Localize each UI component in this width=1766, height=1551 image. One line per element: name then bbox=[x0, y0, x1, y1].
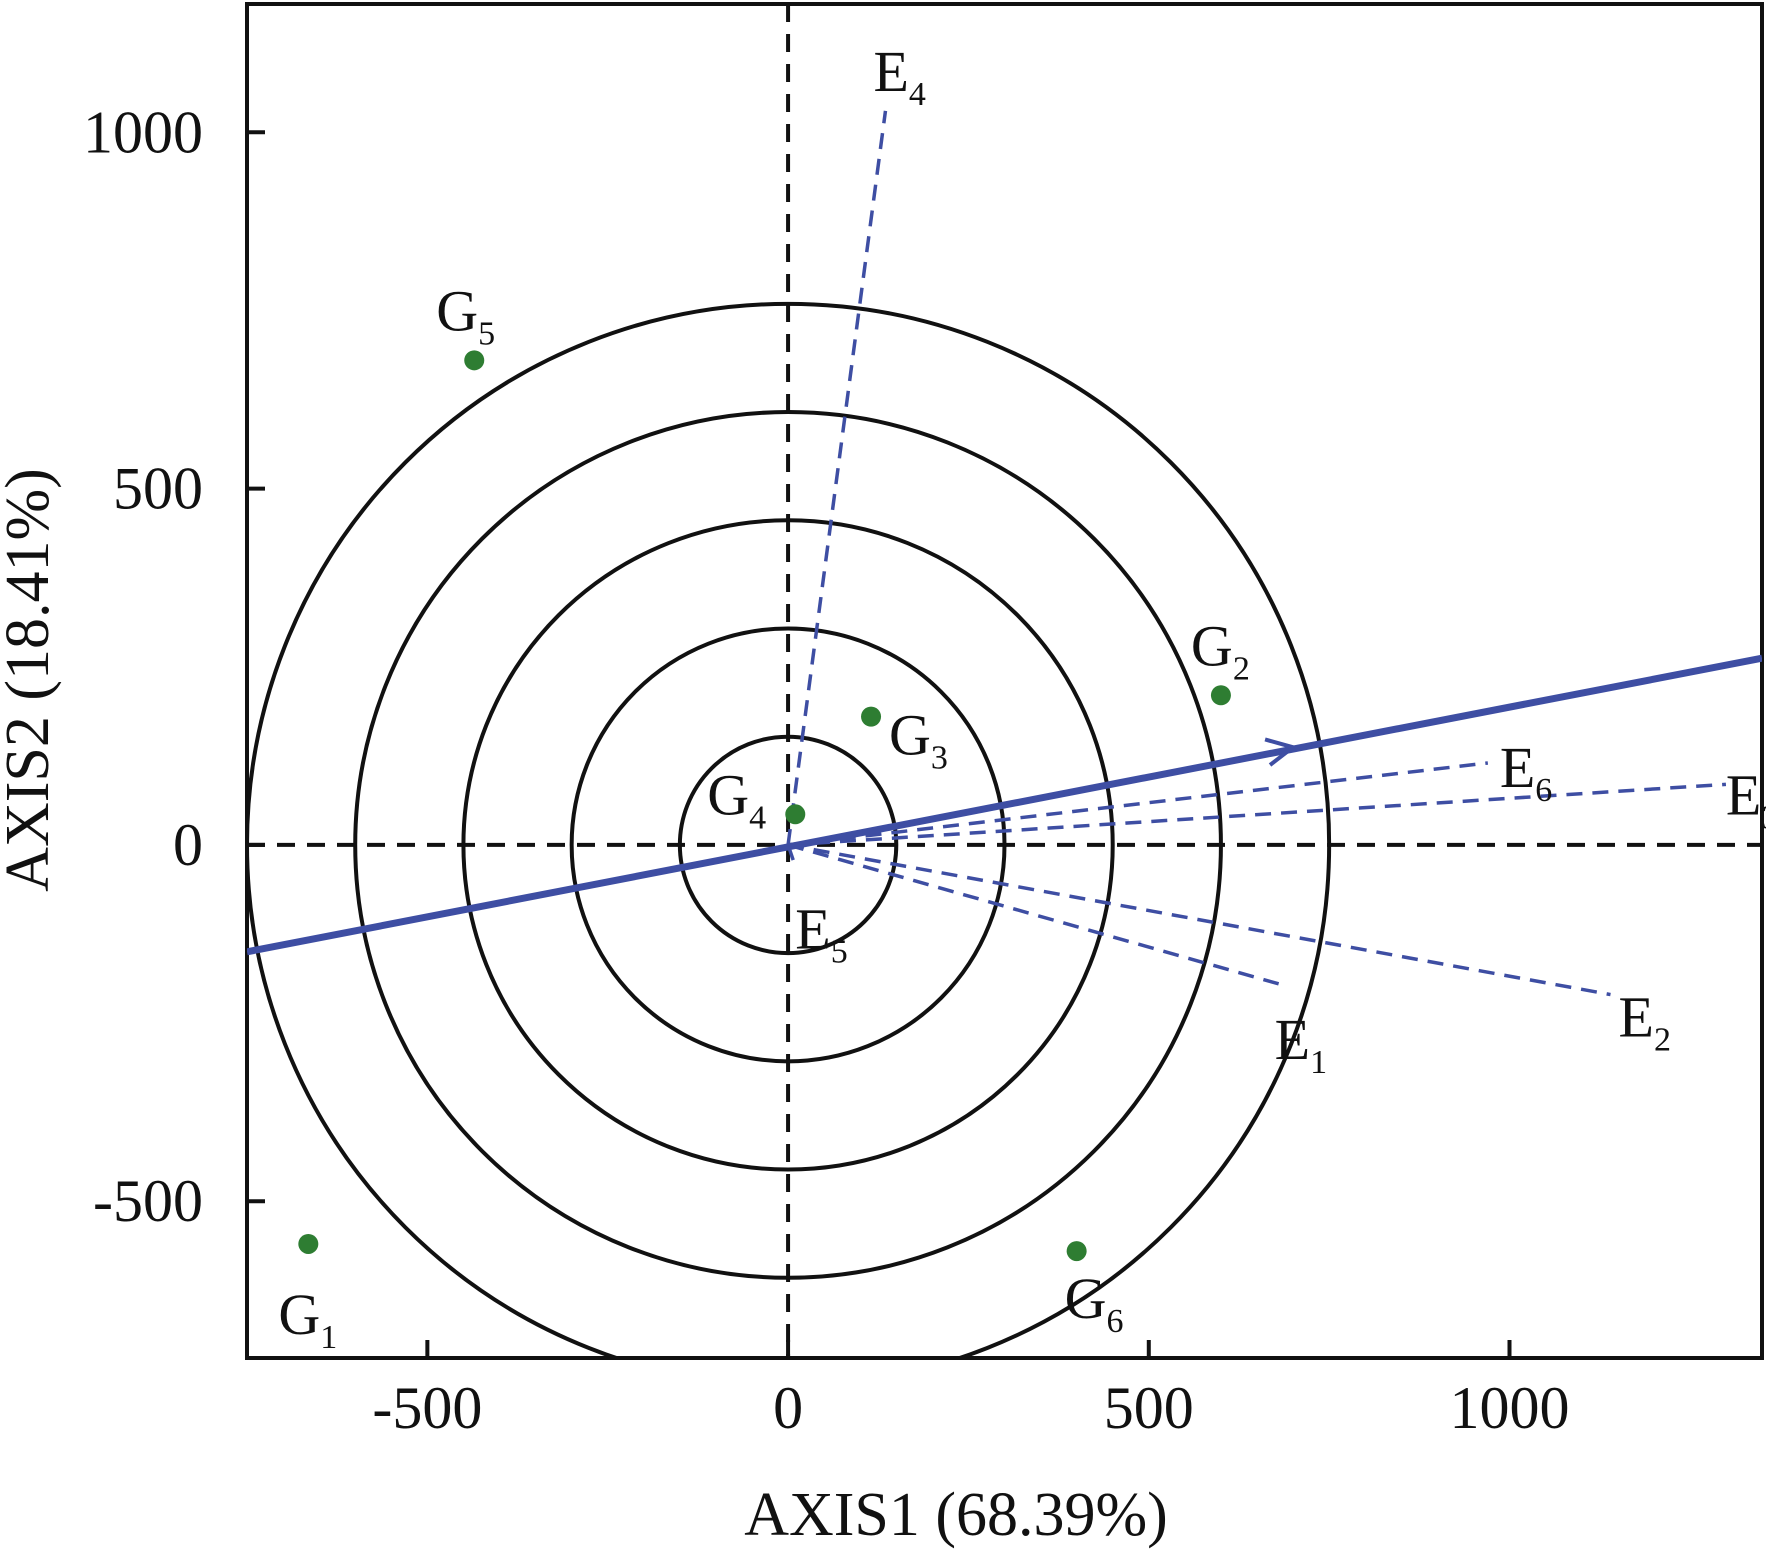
genotype-label-G4: G4 bbox=[707, 762, 766, 836]
genotype-point-G1 bbox=[298, 1233, 319, 1254]
plot-frame bbox=[245, 2, 1764, 1360]
y-tick-label: 1000 bbox=[83, 99, 203, 165]
environment-label-E5: E5 bbox=[795, 896, 847, 970]
genotype-label-G1: G1 bbox=[278, 1282, 337, 1356]
x-axis-title: AXIS1 (68.39%) bbox=[744, 1481, 1168, 1549]
environment-vector-E3 bbox=[787, 782, 1727, 847]
x-tick-label: 500 bbox=[1104, 1375, 1194, 1441]
genotype-label-G5: G5 bbox=[436, 278, 495, 352]
y-tick-label: 500 bbox=[113, 456, 203, 522]
x-tick-label: 1000 bbox=[1450, 1375, 1570, 1441]
environment-label-E3: E3 bbox=[1726, 762, 1766, 836]
environment-vector-E2 bbox=[787, 843, 1611, 997]
genotype-point-G5 bbox=[464, 350, 485, 371]
environment-label-E4: E4 bbox=[873, 39, 925, 113]
environment-label-E1: E1 bbox=[1275, 1007, 1327, 1081]
environment-vector-E4 bbox=[786, 110, 888, 846]
environment-vector-E1 bbox=[787, 843, 1280, 986]
x-tick-label: -500 bbox=[372, 1375, 482, 1441]
genotype-point-G4 bbox=[785, 804, 806, 825]
genotype-label-G2: G2 bbox=[1191, 613, 1250, 687]
y-tick-label: 0 bbox=[173, 812, 203, 878]
genotype-point-G2 bbox=[1210, 685, 1231, 706]
environment-label-E6: E6 bbox=[1500, 735, 1552, 809]
genotype-label-G3: G3 bbox=[889, 703, 948, 777]
average-environment-arrowhead bbox=[1264, 737, 1298, 767]
y-axis-title: AXIS2 (18.41%) bbox=[0, 468, 62, 892]
environment-label-E2: E2 bbox=[1619, 985, 1671, 1059]
genotype-point-G3 bbox=[861, 706, 882, 727]
y-tick-label: -500 bbox=[93, 1168, 203, 1234]
genotype-point-G6 bbox=[1066, 1241, 1087, 1262]
genotype-label-G6: G6 bbox=[1065, 1266, 1124, 1340]
average-environment-axis bbox=[247, 654, 1762, 956]
environment-vector-E6 bbox=[787, 761, 1489, 847]
x-tick-label: 0 bbox=[773, 1375, 803, 1441]
